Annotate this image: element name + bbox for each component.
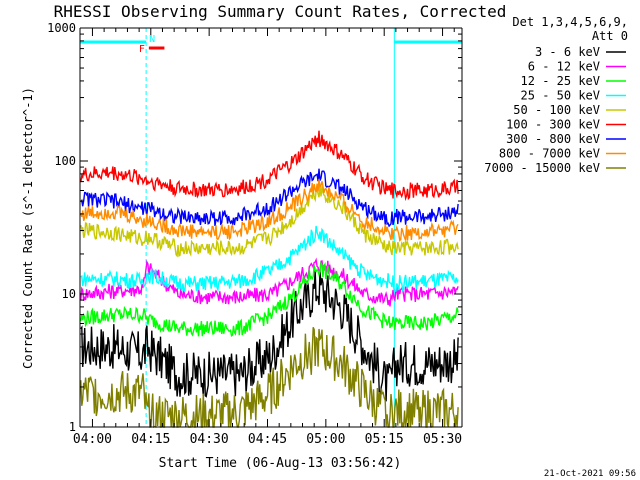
y-axis-label: Corrected Count Rate (s^-1 detector^-1): [21, 87, 35, 369]
x-tick-label: 04:15: [131, 432, 170, 447]
series-line-100to300keV: [80, 130, 459, 202]
annotation-night-label: N: [149, 34, 155, 45]
legend-label: 12 - 25 keV: [521, 74, 600, 88]
y-tick-label: 100: [54, 154, 76, 168]
x-axis-label: Start Time (06-Aug-13 03:56:42): [159, 456, 402, 471]
series-line-6to12keV: [80, 257, 459, 307]
x-tick-label: 05:30: [423, 432, 462, 447]
y-tick-label: 1: [69, 420, 76, 434]
chart-title: RHESSI Observing Summary Count Rates, Co…: [54, 2, 507, 21]
legend-label: 300 - 800 keV: [506, 132, 600, 146]
annotation-flare-label: F: [139, 44, 145, 55]
legend-header-line-2: Att 0: [592, 29, 628, 43]
legend-label: 50 - 100 keV: [513, 103, 600, 117]
legend-label: 100 - 300 keV: [506, 118, 600, 132]
legend-header-line-1: Det 1,3,4,5,6,9,: [512, 15, 628, 29]
x-tick-label: 05:15: [365, 432, 404, 447]
x-tick-label: 04:45: [248, 432, 287, 447]
legend-label: 6 - 12 keV: [528, 60, 600, 74]
legend-label: 7000 - 15000 keV: [484, 161, 600, 175]
legend-label: 800 - 7000 keV: [499, 147, 600, 161]
x-tick-label: 04:30: [190, 432, 229, 447]
series-line-800to7000keV: [80, 178, 459, 242]
series-line-3to6keV: [80, 270, 459, 402]
series-line-25to50keV: [80, 225, 459, 293]
series-line-300to800keV: [80, 168, 459, 228]
y-tick-label: 1000: [47, 21, 76, 35]
legend-label: 3 - 6 keV: [535, 45, 600, 59]
generation-timestamp: 21-Oct-2021 09:56: [544, 469, 636, 479]
series-line-12to25keV: [80, 260, 459, 337]
series-line-7000to15000keV: [80, 327, 459, 429]
legend-label: 25 - 50 keV: [521, 89, 600, 103]
series-line-50to100keV: [80, 185, 459, 258]
y-tick-label: 10: [62, 287, 76, 301]
x-tick-label: 05:00: [306, 432, 345, 447]
x-tick-label: 04:00: [73, 432, 112, 447]
